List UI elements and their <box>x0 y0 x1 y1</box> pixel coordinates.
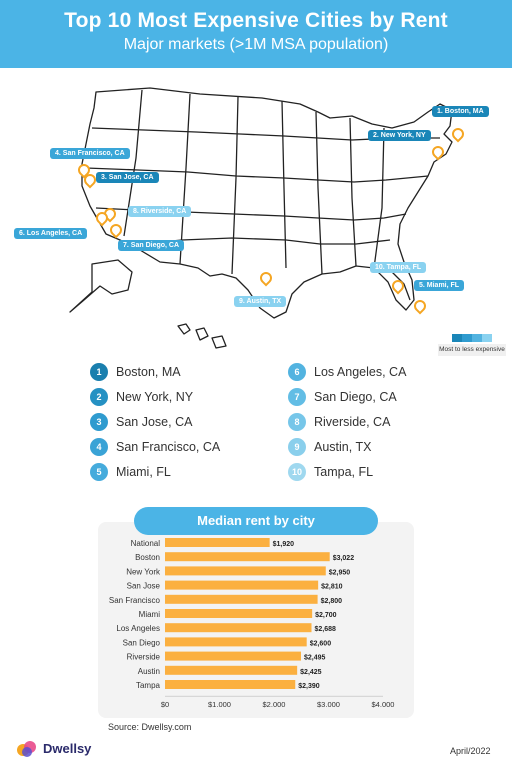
rank-badge: 6 <box>288 363 306 381</box>
dwellsy-logo-icon <box>16 738 38 758</box>
city-name: Miami, FL <box>116 465 171 479</box>
bar <box>165 665 298 675</box>
bar-value-label: $2,425 <box>300 669 322 676</box>
city-list-item: 6 Los Angeles, CA <box>288 362 406 382</box>
dwellsy-logo-text: Dwellsy <box>43 740 92 756</box>
map-label-los-angeles: 6. Los Angeles, CA <box>14 228 88 239</box>
x-tick-label: $3.000 <box>317 700 340 709</box>
city-name: Boston, MA <box>116 365 181 379</box>
publish-date: April/2022 <box>450 746 491 756</box>
category-label: Austin <box>138 667 160 676</box>
color-legend-bar <box>452 334 492 342</box>
city-name: Tampa, FL <box>314 465 374 479</box>
bar <box>165 552 330 562</box>
city-list-item: 4 San Francisco, CA <box>90 437 220 457</box>
map-label-miami: 5. Miami, FL <box>414 280 465 291</box>
city-name: New York, NY <box>116 390 194 404</box>
category-label: Miami <box>139 610 161 619</box>
bar-value-label: $2,800 <box>321 598 343 605</box>
map-label-tampa: 10. Tampa, FL <box>370 262 427 273</box>
city-name: San Jose, CA <box>116 415 193 429</box>
dwellsy-logo: Dwellsy <box>16 738 91 758</box>
bar <box>165 538 270 547</box>
rank-badge: 3 <box>90 413 108 431</box>
map-label-austin: 9. Austin, TX <box>234 296 287 307</box>
city-list-item: 3 San Jose, CA <box>90 412 192 432</box>
city-list-item: 2 New York, NY <box>90 387 193 407</box>
city-list-item: 9 Austin, TX <box>288 437 371 457</box>
bar-value-label: $2,700 <box>315 612 337 619</box>
bar-value-label: $3,022 <box>333 555 355 562</box>
rank-badge: 7 <box>288 388 306 406</box>
bar-value-label: $2,390 <box>298 683 320 690</box>
x-tick-label: $2.000 <box>263 700 286 709</box>
map-label-san-francisco: 4. San Francisco, CA <box>50 148 130 159</box>
rank-badge: 4 <box>90 438 108 456</box>
map-label-new-york: 2. New York, NY <box>368 130 431 141</box>
city-list-item: 10 Tampa, FL <box>288 462 373 482</box>
page-title: Top 10 Most Expensive Cities by Rent <box>64 9 448 32</box>
bar <box>165 680 296 689</box>
city-list-item: 1 Boston, MA <box>90 362 181 382</box>
x-tick-label: $0 <box>161 700 169 709</box>
city-name: San Diego, CA <box>314 390 397 404</box>
bar <box>165 651 301 661</box>
map-label-san-jose: 3. San Jose, CA <box>96 172 159 183</box>
map-label-boston: 1. Boston, MA <box>432 106 489 117</box>
bar <box>165 580 319 590</box>
bar-value-label: $2,600 <box>310 640 332 647</box>
median-rent-bar-chart: National $1,920 Boston $3,022 New York $2,950… <box>109 538 395 709</box>
bar <box>165 637 307 647</box>
category-label: Tampa <box>136 681 161 690</box>
category-label: San Francisco <box>109 596 161 605</box>
x-tick-label: $4.000 <box>372 700 395 709</box>
us-map-outline <box>69 87 453 349</box>
bar-value-label: $1,920 <box>273 541 295 548</box>
city-list-item: 8 Riverside, CA <box>288 412 390 432</box>
header-banner: Top 10 Most Expensive Cities by Rent Maj… <box>0 0 512 68</box>
rank-badge: 5 <box>90 463 108 481</box>
rank-badge: 1 <box>90 363 108 381</box>
bar-value-label: $2,688 <box>314 626 336 633</box>
category-label: Los Angeles <box>116 624 160 633</box>
city-name: Austin, TX <box>314 440 372 454</box>
bar <box>165 594 318 604</box>
color-legend-label: Most to less expensive <box>438 344 506 356</box>
city-name: Riverside, CA <box>314 415 391 429</box>
rank-badge: 8 <box>288 413 306 431</box>
bar <box>165 609 313 618</box>
rank-badge: 10 <box>288 463 306 481</box>
city-name: Los Angeles, CA <box>314 365 407 379</box>
bar <box>165 566 326 576</box>
category-label: San Jose <box>127 582 161 591</box>
x-tick-label: $1.000 <box>208 700 231 709</box>
map-label-san-diego: 7. San Diego, CA <box>118 240 185 251</box>
city-list-item: 7 San Diego, CA <box>288 387 397 407</box>
bar-value-label: $2,810 <box>321 584 343 591</box>
source-note: Source: Dwellsy.com <box>108 722 192 732</box>
bar <box>165 623 312 633</box>
map-label-riverside: 8. Riverside, CA <box>128 206 192 217</box>
category-label: San Diego <box>123 638 161 647</box>
category-label: Riverside <box>127 653 161 662</box>
rank-badge: 9 <box>288 438 306 456</box>
rank-badge: 2 <box>90 388 108 406</box>
city-name: San Francisco, CA <box>116 440 221 454</box>
city-list-item: 5 Miami, FL <box>90 462 171 482</box>
category-label: New York <box>126 567 161 576</box>
bar-value-label: $2,495 <box>304 655 326 662</box>
bar-value-label: $2,950 <box>329 569 351 576</box>
page-subtitle: Major markets (>1M MSA population) <box>123 36 389 53</box>
us-map: 1. Boston, MA 2. New York, NY 3. San Jos… <box>0 68 512 360</box>
chart-title: Median rent by city <box>134 507 378 535</box>
category-label: National <box>131 539 161 548</box>
category-label: Boston <box>135 553 160 562</box>
